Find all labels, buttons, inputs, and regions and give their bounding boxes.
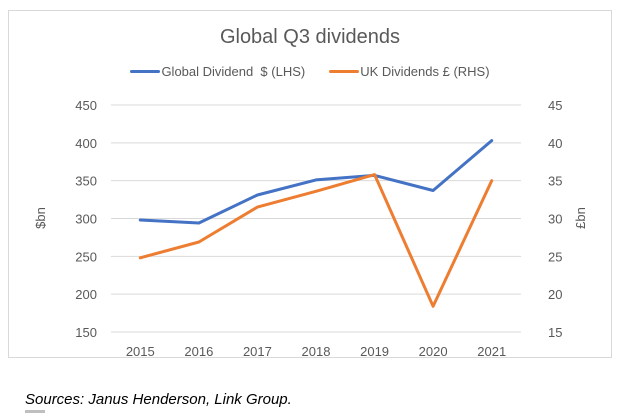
x-tick-label: 2016 xyxy=(184,344,213,359)
legend-item-uk: UK Dividends £ (RHS) xyxy=(329,64,490,79)
x-tick-label: 2020 xyxy=(419,344,448,359)
y-tick-label: 350 xyxy=(75,174,97,189)
x-tick-label: 2017 xyxy=(243,344,272,359)
source-note: Sources: Janus Henderson, Link Group. xyxy=(25,391,292,408)
y-tick-label: 150 xyxy=(75,325,97,340)
y2-tick-label: 25 xyxy=(548,249,562,264)
series-line-uk xyxy=(138,173,494,308)
y2-axis-label: £bn xyxy=(573,207,588,229)
data-point xyxy=(490,139,493,142)
legend-swatch-uk xyxy=(329,70,360,73)
data-point xyxy=(256,205,259,209)
y-tick-label: 200 xyxy=(75,287,97,302)
data-point xyxy=(256,193,259,197)
data-point xyxy=(314,190,318,193)
y2-tick-label: 40 xyxy=(548,136,562,151)
x-tick-label: 2015 xyxy=(126,344,155,359)
data-point xyxy=(431,305,435,308)
y-axis-label: $bn xyxy=(33,207,48,229)
legend-item-global: Global Dividend $ (LHS) xyxy=(130,64,305,79)
data-point xyxy=(139,256,142,260)
data-point xyxy=(490,179,493,182)
y2-tick-label: 45 xyxy=(548,98,562,113)
data-point xyxy=(197,221,201,225)
legend-swatch-global xyxy=(130,70,161,73)
x-tick-label: 2021 xyxy=(477,344,506,359)
y-tick-label: 400 xyxy=(75,136,97,151)
y-tick-label: 250 xyxy=(75,249,97,264)
data-point xyxy=(139,218,142,222)
legend-label-uk: UK Dividends £ (RHS) xyxy=(360,64,490,79)
footnote-mark xyxy=(25,410,45,413)
y-tick-label: 450 xyxy=(75,98,97,113)
series-line-global xyxy=(138,139,494,225)
data-point xyxy=(197,240,201,244)
y2-tick-label: 35 xyxy=(548,174,562,189)
data-point xyxy=(373,173,376,176)
data-point xyxy=(314,178,318,182)
data-point xyxy=(431,189,435,192)
legend: Global Dividend $ (LHS) UK Dividends £ (… xyxy=(0,64,620,79)
y2-tick-label: 30 xyxy=(548,212,562,227)
y2-tick-label: 15 xyxy=(548,325,562,340)
x-tick-label: 2018 xyxy=(302,344,331,359)
y-tick-label: 300 xyxy=(75,212,97,227)
legend-label-global: Global Dividend $ (LHS) xyxy=(161,64,306,79)
chart-frame xyxy=(8,10,612,358)
chart-title: Global Q3 dividends xyxy=(219,26,401,48)
x-tick-label: 2019 xyxy=(360,344,389,359)
y2-tick-label: 20 xyxy=(548,287,562,302)
